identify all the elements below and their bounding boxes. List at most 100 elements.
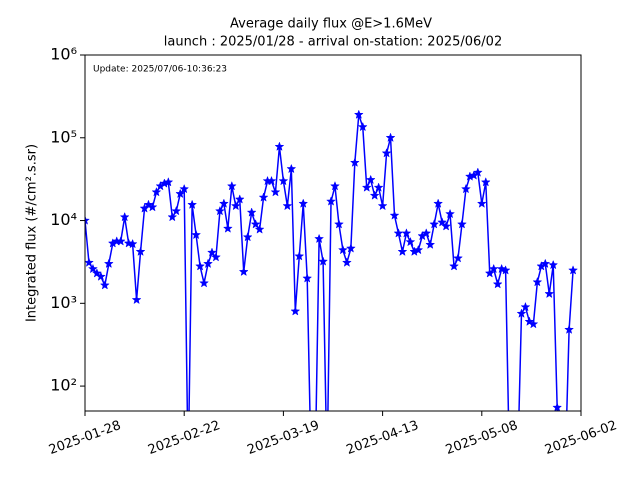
data-point (369, 190, 380, 200)
data-point (377, 200, 388, 211)
data-point (513, 467, 522, 475)
data-point (286, 163, 297, 174)
data-point (278, 175, 289, 186)
data-point (258, 192, 269, 202)
data-point (85, 215, 90, 225)
data-point (548, 259, 559, 270)
data-point (250, 219, 261, 229)
data-point (385, 132, 396, 142)
data-point (353, 109, 364, 119)
data-point (115, 236, 126, 246)
data-point (492, 279, 503, 289)
data-point (135, 246, 146, 256)
data-point (472, 167, 483, 177)
data-point (226, 180, 237, 191)
data-point (457, 219, 467, 229)
chart-subtitle: launch : 2025/01/28 - arrival on-station… (164, 35, 502, 50)
data-point (218, 198, 229, 208)
x-tick-label: 2025-06-02 (543, 418, 619, 458)
data-point (307, 467, 316, 475)
data-point (460, 183, 471, 194)
data-point (131, 294, 142, 305)
data-point (242, 231, 253, 242)
data-point (389, 210, 400, 220)
data-point (203, 258, 213, 269)
data-point (298, 198, 309, 208)
data-point (99, 280, 110, 290)
data-point (302, 273, 313, 283)
data-point (311, 467, 320, 475)
data-point (191, 229, 202, 240)
data-point (345, 243, 356, 253)
data-point (179, 183, 190, 194)
data-point (87, 263, 98, 274)
data-point (230, 200, 241, 211)
x-tick-label: 2025-05-08 (444, 418, 520, 458)
data-point (290, 306, 301, 316)
data-point (544, 288, 555, 299)
data-point (333, 219, 344, 229)
data-point (294, 251, 305, 261)
data-point (429, 219, 440, 229)
data-point (195, 261, 206, 271)
y-axis-label: Integrated flux (#/cm².s.sr) (25, 144, 40, 322)
data-point (397, 246, 408, 256)
data-point (484, 268, 495, 278)
data-point (341, 257, 352, 267)
data-point (171, 205, 182, 216)
data-point (476, 198, 487, 208)
y-tick-label: 10⁵ (50, 127, 77, 146)
y-tick-label: 10³ (50, 293, 77, 312)
data-point (557, 467, 566, 475)
data-point (282, 200, 293, 211)
data-point (520, 301, 531, 312)
data-point (246, 207, 257, 217)
chart-title: Average daily flux @E>1.6MeV (230, 17, 432, 32)
data-point (516, 308, 527, 318)
data-point (524, 316, 535, 326)
data-point (326, 196, 336, 206)
data-point (568, 265, 579, 275)
data-point (561, 467, 570, 475)
annotation: Update: 2025/07/06-10:36:23 (93, 65, 227, 75)
data-point (381, 148, 392, 158)
data-point (437, 217, 448, 227)
data-point (421, 228, 432, 238)
data-point (187, 199, 198, 210)
y-tick-label: 10⁴ (50, 210, 77, 229)
data-point (143, 199, 154, 210)
data-point (445, 208, 456, 219)
data-point (564, 324, 575, 334)
data-point (238, 266, 249, 277)
data-point (151, 186, 162, 197)
axes-frame (84, 54, 582, 412)
data-point (270, 186, 281, 197)
x-tick-label: 2025-01-28 (47, 418, 123, 458)
data-point (349, 157, 360, 167)
data-point (85, 257, 94, 267)
data-point (254, 224, 265, 234)
data-point (95, 271, 106, 281)
data-point (214, 205, 225, 216)
data-point (449, 261, 459, 271)
data-point (532, 276, 543, 287)
data-point (167, 211, 178, 222)
data-point (413, 244, 424, 255)
y-tick-label: 10² (50, 376, 77, 395)
data-point (540, 258, 551, 269)
x-tick-label: 2025-02-22 (146, 418, 222, 458)
data-point (552, 402, 563, 411)
data-point (401, 228, 412, 238)
data-point (103, 258, 114, 269)
data-point (441, 221, 452, 231)
data-point (500, 265, 511, 275)
data-point (365, 174, 376, 185)
data-point (453, 253, 463, 263)
data-point (147, 201, 158, 212)
data-point (337, 244, 348, 255)
series-line (85, 114, 574, 411)
data-point (207, 247, 217, 257)
y-tick-label: 10⁶ (50, 45, 77, 64)
